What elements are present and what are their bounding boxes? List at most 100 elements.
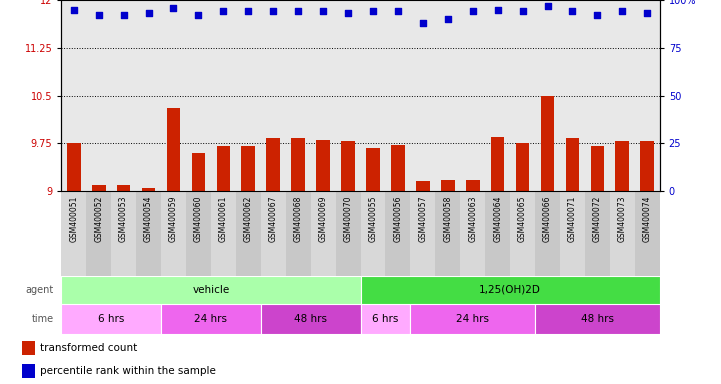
Text: GSM400061: GSM400061 (219, 195, 228, 242)
Bar (410, 191, 435, 276)
Bar (610, 191, 634, 276)
Text: GSM400058: GSM400058 (443, 195, 452, 242)
Bar (317, 140, 330, 191)
Text: vehicle: vehicle (193, 285, 229, 295)
Bar (192, 153, 205, 191)
Text: GSM400052: GSM400052 (94, 195, 103, 242)
Point (567, 8, 578, 15)
Bar (311, 191, 335, 276)
Point (143, 10, 154, 17)
Bar (535, 304, 660, 334)
Bar (111, 191, 136, 276)
Text: GSM400072: GSM400072 (593, 195, 602, 242)
Bar (391, 145, 404, 191)
Point (367, 8, 379, 15)
Bar (186, 191, 211, 276)
Bar (640, 141, 654, 191)
Bar (236, 191, 261, 276)
Bar (335, 191, 360, 276)
Point (467, 8, 479, 15)
Bar (22, 341, 35, 355)
Bar (634, 191, 660, 276)
Text: 24 hrs: 24 hrs (456, 314, 490, 324)
Text: GSM400074: GSM400074 (642, 195, 652, 242)
Bar (22, 364, 35, 378)
Bar (466, 180, 479, 191)
Text: GSM400055: GSM400055 (368, 195, 378, 242)
Bar (565, 138, 579, 191)
Bar (67, 143, 81, 191)
Point (342, 10, 354, 17)
Text: 1,25(OH)2D: 1,25(OH)2D (479, 285, 541, 295)
Bar (616, 141, 629, 191)
Bar (360, 276, 660, 304)
Bar (61, 304, 161, 334)
Bar (341, 141, 355, 191)
Bar (142, 188, 156, 191)
Bar (441, 180, 455, 191)
Bar (541, 96, 554, 191)
Point (168, 5, 180, 11)
Text: GSM400073: GSM400073 (618, 195, 627, 242)
Bar (360, 304, 410, 334)
Text: 6 hrs: 6 hrs (372, 314, 399, 324)
Point (417, 20, 428, 26)
Text: 48 hrs: 48 hrs (581, 314, 614, 324)
Point (93, 12, 105, 18)
Point (517, 8, 528, 15)
Text: GSM400062: GSM400062 (244, 195, 253, 242)
Point (616, 8, 628, 15)
Bar (386, 191, 410, 276)
Point (392, 8, 404, 15)
Text: GSM400069: GSM400069 (319, 195, 327, 242)
Bar (410, 304, 535, 334)
Point (68, 7, 79, 13)
Text: GSM400051: GSM400051 (69, 195, 79, 242)
Text: GSM400067: GSM400067 (269, 195, 278, 242)
Bar (360, 191, 386, 276)
Text: time: time (32, 314, 54, 324)
Text: GSM400053: GSM400053 (119, 195, 128, 242)
Bar (61, 276, 360, 304)
Text: GSM400060: GSM400060 (194, 195, 203, 242)
Bar (261, 191, 286, 276)
Text: GSM400066: GSM400066 (543, 195, 552, 242)
Text: GSM400054: GSM400054 (144, 195, 153, 242)
Bar (61, 191, 87, 276)
Bar (87, 191, 111, 276)
Text: GSM400070: GSM400070 (343, 195, 353, 242)
Bar (491, 137, 505, 191)
Text: percentile rank within the sample: percentile rank within the sample (40, 366, 216, 376)
Bar (167, 108, 180, 191)
Bar (460, 191, 485, 276)
Text: 24 hrs: 24 hrs (195, 314, 227, 324)
Point (193, 12, 204, 18)
Point (317, 8, 329, 15)
Bar (485, 191, 510, 276)
Text: GSM400071: GSM400071 (568, 195, 577, 242)
Bar (585, 191, 610, 276)
Bar (535, 191, 560, 276)
Bar (510, 191, 535, 276)
Bar (560, 191, 585, 276)
Text: GSM400056: GSM400056 (394, 195, 402, 242)
Text: GSM400063: GSM400063 (468, 195, 477, 242)
Bar (242, 146, 255, 191)
Text: GSM400059: GSM400059 (169, 195, 178, 242)
Bar (211, 191, 236, 276)
Bar (435, 191, 460, 276)
Point (242, 8, 254, 15)
Text: GSM400068: GSM400068 (293, 195, 303, 242)
Bar (216, 146, 230, 191)
Point (541, 3, 553, 9)
Bar (161, 191, 186, 276)
Point (642, 10, 653, 17)
Bar (161, 304, 261, 334)
Bar (416, 182, 430, 191)
Point (293, 8, 304, 15)
Point (492, 7, 503, 13)
Text: 48 hrs: 48 hrs (294, 314, 327, 324)
Bar (516, 143, 529, 191)
Bar (92, 185, 105, 191)
Text: transformed count: transformed count (40, 343, 137, 353)
